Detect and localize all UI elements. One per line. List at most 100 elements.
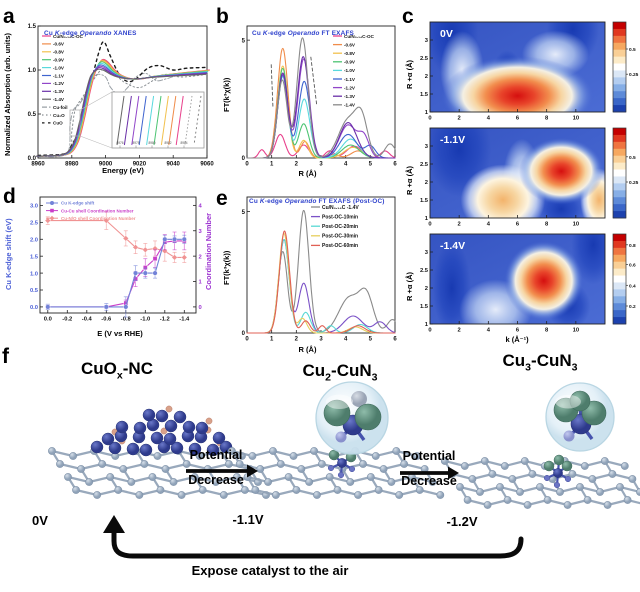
svg-text:Post-OC-10min: Post-OC-10min <box>322 214 358 220</box>
svg-text:2: 2 <box>458 328 461 334</box>
svg-text:Cu/N₀.₁₄C-OC: Cu/N₀.₁₄C-OC <box>53 34 84 39</box>
arrow2-label-potential: Potential <box>402 449 456 463</box>
arrow1-label-potential: Potential <box>189 448 243 462</box>
svg-text:9020: 9020 <box>133 162 147 168</box>
arrow1-label-decrease: Decrease <box>188 473 244 487</box>
svg-text:0.4: 0.4 <box>629 283 636 289</box>
svg-text:-1.4V: -1.4V <box>344 103 356 108</box>
svg-text:0.5: 0.5 <box>28 112 37 118</box>
svg-text:1.5: 1.5 <box>420 304 429 310</box>
svg-text:-1.3V: -1.3V <box>344 94 356 99</box>
svg-text:Post-OC-20min: Post-OC-20min <box>322 224 358 230</box>
svg-text:3: 3 <box>199 229 203 235</box>
svg-text:0.25: 0.25 <box>629 180 639 186</box>
panel-d-xlabel: E (V vs RHE) <box>97 329 143 338</box>
svg-text:1.5: 1.5 <box>420 198 429 204</box>
svg-text:2: 2 <box>295 162 299 168</box>
panel-d-shift-cn-chart: 0.0 -0.2 -0.4 -0.6 -0.8 -1.0 -1.2 -1.4 0.0 0.5 1.0… <box>30 196 203 323</box>
panel-c-xlabel: k (Å⁻¹) <box>505 335 529 344</box>
panel-c3-ylabel: R +α (Å) <box>405 272 414 301</box>
svg-text:9040: 9040 <box>167 162 181 168</box>
svg-text:Cu/N₀.₁₄C -1.4V: Cu/N₀.₁₄C -1.4V <box>322 205 359 211</box>
arrow2-label-decrease: Decrease <box>401 474 457 488</box>
svg-text:2.5: 2.5 <box>420 56 429 62</box>
svg-text:-0.9V: -0.9V <box>53 58 65 63</box>
panel-letter-e: e <box>216 187 228 210</box>
svg-text:Cu/N₀.₁₄C-OC: Cu/N₀.₁₄C-OC <box>344 34 375 39</box>
svg-text:2: 2 <box>295 337 299 343</box>
svg-text:Cu₂O: Cu₂O <box>53 113 65 118</box>
svg-text:-1.2V: -1.2V <box>53 81 65 86</box>
svg-text:8980: 8980 <box>148 141 155 145</box>
svg-text:-1.1V: -1.1V <box>53 73 65 78</box>
svg-text:8978: 8978 <box>132 141 139 145</box>
svg-text:6: 6 <box>393 162 397 168</box>
structure-title-cuox-nc: CuOx-NC <box>81 359 153 382</box>
panel-d-ylabel-right: Coordination Number <box>204 212 213 290</box>
svg-text:2: 2 <box>425 180 428 186</box>
panel-b-ylabel: FT(k³χ(k)) <box>222 77 231 112</box>
svg-text:-0.9V: -0.9V <box>344 60 356 65</box>
svg-text:1: 1 <box>425 322 429 328</box>
panel-a-ylabel: Normalized Absorption (arb. units) <box>3 32 12 156</box>
svg-text:Cu-foil: Cu-foil <box>53 105 68 110</box>
svg-text:0: 0 <box>245 162 249 168</box>
svg-text:9000: 9000 <box>99 162 113 168</box>
svg-text:3: 3 <box>319 162 323 168</box>
svg-text:2: 2 <box>425 74 428 80</box>
panel-c2-ylabel: R +α (Å) <box>405 166 414 195</box>
structure-title-cu3-cun3: Cu3-CuN3 <box>502 351 578 374</box>
svg-text:0: 0 <box>428 116 431 122</box>
svg-text:2.5: 2.5 <box>420 268 429 274</box>
panel-a-xlabel: Energy (eV) <box>102 166 144 175</box>
svg-text:5: 5 <box>242 38 246 44</box>
svg-text:0: 0 <box>242 331 246 337</box>
svg-text:0.6: 0.6 <box>629 263 636 269</box>
svg-text:0: 0 <box>199 305 202 311</box>
svg-text:Cu-Cu shell Coordination Numbe: Cu-Cu shell Coordination Number <box>61 208 134 213</box>
svg-text:Cu K-edge shift: Cu K-edge shift <box>61 201 95 206</box>
voltage-label-1p1v: -1.1V <box>232 512 264 527</box>
structure-title-cu2-cun3: Cu2-CuN3 <box>302 361 378 384</box>
svg-text:1: 1 <box>199 280 203 286</box>
svg-text:1.5: 1.5 <box>420 92 429 98</box>
svg-text:8: 8 <box>545 328 549 334</box>
svg-text:6: 6 <box>516 116 520 122</box>
panel-f-mechanism-diagram <box>48 381 640 559</box>
svg-text:4: 4 <box>487 328 491 334</box>
svg-text:0.5: 0.5 <box>629 155 636 161</box>
svg-text:CuO: CuO <box>53 121 63 126</box>
svg-text:4: 4 <box>199 204 203 210</box>
svg-text:6: 6 <box>516 328 520 334</box>
panel-e-ylabel: FT(k³χ(k)) <box>222 250 231 285</box>
panel-c1-ylabel: R +α (Å) <box>405 60 414 89</box>
svg-text:-0.2: -0.2 <box>62 317 72 323</box>
svg-text:8980: 8980 <box>65 162 79 168</box>
svg-text:0V: 0V <box>440 28 453 40</box>
svg-text:Post-OC-30min: Post-OC-30min <box>322 234 358 240</box>
svg-text:8960: 8960 <box>31 162 45 168</box>
svg-text:5: 5 <box>369 337 373 343</box>
svg-text:-0.8: -0.8 <box>121 317 132 323</box>
svg-text:1.5: 1.5 <box>28 24 37 30</box>
svg-text:0.5: 0.5 <box>30 288 39 294</box>
panel-letter-a: a <box>3 5 15 28</box>
svg-text:1: 1 <box>270 162 274 168</box>
svg-text:0: 0 <box>428 222 431 228</box>
svg-text:2.0: 2.0 <box>30 237 38 243</box>
svg-text:3: 3 <box>319 337 323 343</box>
svg-text:10: 10 <box>573 222 579 228</box>
svg-text:-1.0V: -1.0V <box>344 68 356 73</box>
svg-text:5: 5 <box>369 162 373 168</box>
svg-text:-1.4: -1.4 <box>179 317 190 323</box>
svg-text:0.8: 0.8 <box>629 243 636 249</box>
svg-text:4: 4 <box>487 116 491 122</box>
svg-text:1.0: 1.0 <box>28 68 37 74</box>
svg-text:10: 10 <box>573 328 579 334</box>
svg-text:3: 3 <box>425 144 429 150</box>
svg-text:-0.8V: -0.8V <box>53 50 65 55</box>
panel-letter-b: b <box>216 5 229 28</box>
panel-letter-c: c <box>402 5 414 28</box>
svg-text:-1.0V: -1.0V <box>53 65 65 70</box>
